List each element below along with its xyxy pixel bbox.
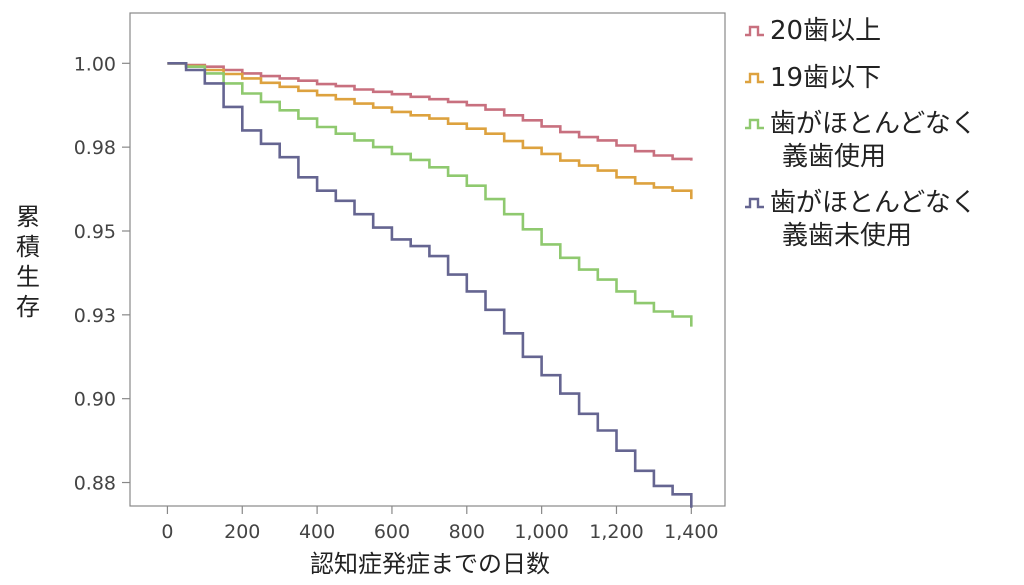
y-tick-label: 0.93 xyxy=(74,305,116,327)
series-line-2 xyxy=(167,62,693,200)
series-line-3 xyxy=(167,62,693,327)
y-tick-label: 0.98 xyxy=(74,137,116,159)
y-axis: 1.00 0.98 0.95 0.93 0.90 0.88 xyxy=(74,53,130,495)
y-tick-label: 1.00 xyxy=(74,53,116,75)
x-tick-label: 1,200 xyxy=(589,521,643,543)
y-tick-label: 0.95 xyxy=(74,221,116,243)
series-line-4 xyxy=(167,62,693,508)
x-axis-title: 認知症発症までの日数 xyxy=(310,550,550,578)
legend-label-1: 20歯以上 xyxy=(770,16,881,46)
x-tick-label: 0 xyxy=(161,521,173,543)
legend-label-3: 歯がほとんどなく xyxy=(770,109,977,139)
series-line-1 xyxy=(167,62,693,161)
legend-label-4: 義歯未使用 xyxy=(782,221,912,251)
legend-symbol-3 xyxy=(745,118,764,130)
y-tick-label: 0.90 xyxy=(74,389,116,411)
x-tick-label: 200 xyxy=(224,521,260,543)
plot-frame xyxy=(129,12,726,507)
legend-label-4: 歯がほとんどなく xyxy=(770,188,977,218)
legend-label-3: 義歯使用 xyxy=(782,142,886,172)
legend-label-2: 19歯以下 xyxy=(770,63,881,93)
y-axis-title: 累積生存 xyxy=(16,203,40,321)
x-tick-label: 400 xyxy=(299,521,335,543)
x-axis: 0 200 400 600 800 1,000 1,200 1,400 xyxy=(161,506,719,543)
x-tick-label: 800 xyxy=(449,521,485,543)
legend-symbol-4 xyxy=(745,197,764,209)
x-tick-label: 1,000 xyxy=(514,521,568,543)
y-tick-label: 0.88 xyxy=(74,473,116,495)
x-tick-label: 1,400 xyxy=(664,521,718,543)
legend-symbol-2 xyxy=(745,72,764,84)
series-lines xyxy=(167,62,693,508)
legend-symbol-1 xyxy=(745,25,764,37)
x-tick-label: 600 xyxy=(374,521,410,543)
